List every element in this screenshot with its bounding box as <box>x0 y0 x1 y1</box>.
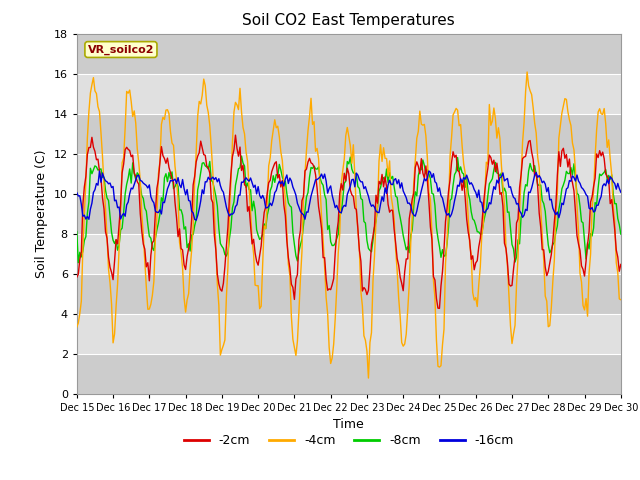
Bar <box>77 114 621 154</box>
Bar <box>77 34 621 73</box>
Text: VR_soilco2: VR_soilco2 <box>88 44 154 55</box>
Legend: -2cm, -4cm, -8cm, -16cm: -2cm, -4cm, -8cm, -16cm <box>179 429 519 452</box>
Y-axis label: Soil Temperature (C): Soil Temperature (C) <box>35 149 48 278</box>
Bar <box>77 354 621 394</box>
Bar <box>77 193 621 234</box>
Bar <box>77 274 621 313</box>
X-axis label: Time: Time <box>333 418 364 431</box>
Title: Soil CO2 East Temperatures: Soil CO2 East Temperatures <box>243 13 455 28</box>
